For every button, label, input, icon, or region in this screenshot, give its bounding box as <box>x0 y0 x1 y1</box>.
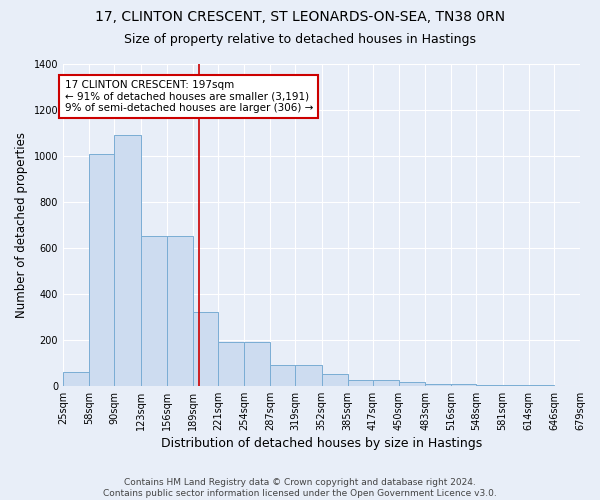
Bar <box>218 342 244 386</box>
Text: 17 CLINTON CRESCENT: 197sqm
← 91% of detached houses are smaller (3,191)
9% of s: 17 CLINTON CRESCENT: 197sqm ← 91% of det… <box>65 80 313 114</box>
Bar <box>63 372 89 386</box>
Bar <box>399 382 425 386</box>
X-axis label: Distribution of detached houses by size in Hastings: Distribution of detached houses by size … <box>161 437 482 450</box>
Bar <box>193 312 218 386</box>
Bar <box>295 365 322 386</box>
Bar <box>451 384 476 386</box>
Bar <box>270 365 295 386</box>
Text: Contains HM Land Registry data © Crown copyright and database right 2024.
Contai: Contains HM Land Registry data © Crown c… <box>103 478 497 498</box>
Bar <box>89 154 115 386</box>
Bar <box>373 380 399 386</box>
Bar <box>167 236 193 386</box>
Bar <box>529 385 554 386</box>
Bar <box>244 342 270 386</box>
Bar <box>347 380 373 386</box>
Bar <box>322 374 347 386</box>
Bar <box>115 136 140 386</box>
Text: 17, CLINTON CRESCENT, ST LEONARDS-ON-SEA, TN38 0RN: 17, CLINTON CRESCENT, ST LEONARDS-ON-SEA… <box>95 10 505 24</box>
Text: Size of property relative to detached houses in Hastings: Size of property relative to detached ho… <box>124 32 476 46</box>
Bar <box>425 384 451 386</box>
Y-axis label: Number of detached properties: Number of detached properties <box>15 132 28 318</box>
Bar <box>476 384 503 386</box>
Bar <box>503 384 529 386</box>
Bar <box>140 236 167 386</box>
